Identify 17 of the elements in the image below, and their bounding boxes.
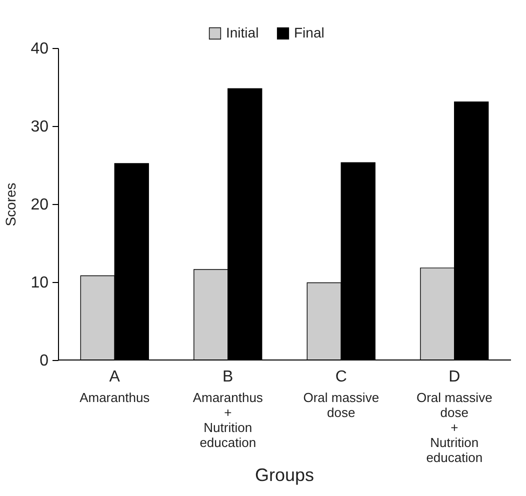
text: Amaranthus [80,390,150,405]
y-tick-label: 20 [30,196,49,214]
y-axis-title: Scores [2,182,19,226]
y-tick-label: 10 [30,274,49,292]
y-tick-label: 30 [30,118,49,136]
legend-label: Initial [226,24,259,40]
x-tick-label: C [335,368,347,386]
text: Oral massive dose + Nutrition education [416,390,492,465]
y-tick-label: 0 [40,352,49,370]
y-tick-label: 40 [30,40,49,58]
text: Oral massive dose [303,390,380,420]
x-tick-label: B [222,368,234,386]
x-tick-label: D [448,368,460,386]
text: Amaranthus + Nutrition education [192,390,264,450]
x-axis-title: Groups [254,465,314,485]
legend-label: Final [294,24,324,40]
x-tick-label: A [109,368,120,386]
